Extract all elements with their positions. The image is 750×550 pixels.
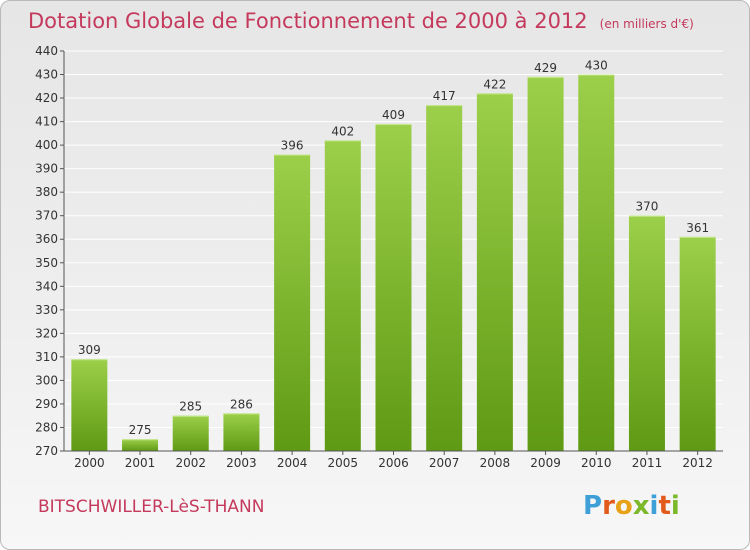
y-tick-label: 320 — [35, 326, 58, 340]
x-tick-label: 2007 — [429, 456, 460, 470]
data-label: 286 — [230, 397, 253, 411]
x-tick-label: 2004 — [277, 456, 308, 470]
y-tick-label: 360 — [35, 232, 58, 246]
chart-subtitle: (en milliers d'€) — [599, 17, 694, 31]
proxiti-logo: Proxiti — [583, 491, 680, 521]
logo-letter: t — [658, 491, 671, 521]
x-tick-label: 2010 — [581, 456, 612, 470]
x-tick-label: 2012 — [682, 456, 713, 470]
data-label: 402 — [331, 124, 354, 138]
y-tick-label: 440 — [35, 44, 58, 58]
logo-letter: P — [583, 491, 603, 521]
y-tick-label: 270 — [35, 444, 58, 458]
y-tick-label: 390 — [35, 162, 58, 176]
bar-2001 — [122, 439, 159, 451]
logo-letter: i — [670, 491, 680, 521]
bar-2011 — [628, 215, 665, 451]
data-label: 361 — [686, 221, 709, 235]
y-tick-label: 280 — [35, 420, 58, 434]
y-tick-label: 410 — [35, 115, 58, 129]
data-label: 409 — [382, 108, 405, 122]
x-tick-label: 2008 — [480, 456, 511, 470]
logo-letter: r — [602, 491, 615, 521]
bar-2006 — [375, 123, 412, 452]
y-tick-label: 430 — [35, 68, 58, 82]
x-tick-label: 2009 — [530, 456, 561, 470]
data-label: 422 — [483, 77, 506, 91]
place-name: BITSCHWILLER-LèS-THANN — [38, 497, 265, 517]
x-tick-label: 2001 — [125, 456, 156, 470]
bar-2008 — [476, 93, 513, 452]
data-label: 370 — [636, 200, 659, 214]
x-tick-label: 2005 — [328, 456, 359, 470]
chart-title: Dotation Globale de Fonctionnement de 20… — [28, 9, 694, 33]
data-label: 429 — [534, 61, 557, 75]
bar-2012 — [679, 236, 716, 451]
bar-2010 — [578, 74, 615, 451]
x-tick-label: 2000 — [74, 456, 105, 470]
y-tick-label: 300 — [35, 373, 58, 387]
y-tick-label: 420 — [35, 91, 58, 105]
x-tick-label: 2006 — [378, 456, 409, 470]
y-tick-label: 330 — [35, 303, 58, 317]
bar-2002 — [172, 415, 209, 451]
y-tick-label: 340 — [35, 279, 58, 293]
data-label: 417 — [433, 89, 456, 103]
y-tick-label: 290 — [35, 397, 58, 411]
chart-title-text: Dotation Globale de Fonctionnement de 20… — [28, 9, 588, 33]
y-tick-label: 370 — [35, 209, 58, 223]
bar-2004 — [274, 154, 311, 451]
logo-letter: x — [632, 491, 650, 521]
y-tick-label: 310 — [35, 350, 58, 364]
bar-2005 — [324, 140, 361, 452]
bar-2000 — [71, 359, 108, 451]
x-tick-label: 2003 — [226, 456, 257, 470]
data-label: 275 — [129, 423, 152, 437]
bars — [71, 74, 716, 452]
bar-2009 — [527, 76, 564, 451]
bar-2007 — [426, 105, 463, 451]
data-label: 396 — [281, 139, 304, 153]
data-label: 430 — [585, 59, 608, 73]
data-label: 309 — [78, 343, 101, 357]
logo-letter: o — [614, 491, 633, 521]
data-labels: 309 275 285 286 396 402 409 417 422 429 430 370 361 — [78, 59, 709, 438]
data-label: 285 — [179, 400, 202, 414]
x-tick-label: 2002 — [175, 456, 206, 470]
y-tick-label: 400 — [35, 138, 58, 152]
y-tick-label: 350 — [35, 256, 58, 270]
x-tick-label: 2011 — [632, 456, 663, 470]
logo-letter: i — [649, 491, 659, 521]
axes: 270 280 290 300 310 320 330 340 350 360 370 380 390 4… — [35, 44, 723, 470]
y-tick-label: 380 — [35, 185, 58, 199]
bar-2003 — [223, 413, 260, 451]
